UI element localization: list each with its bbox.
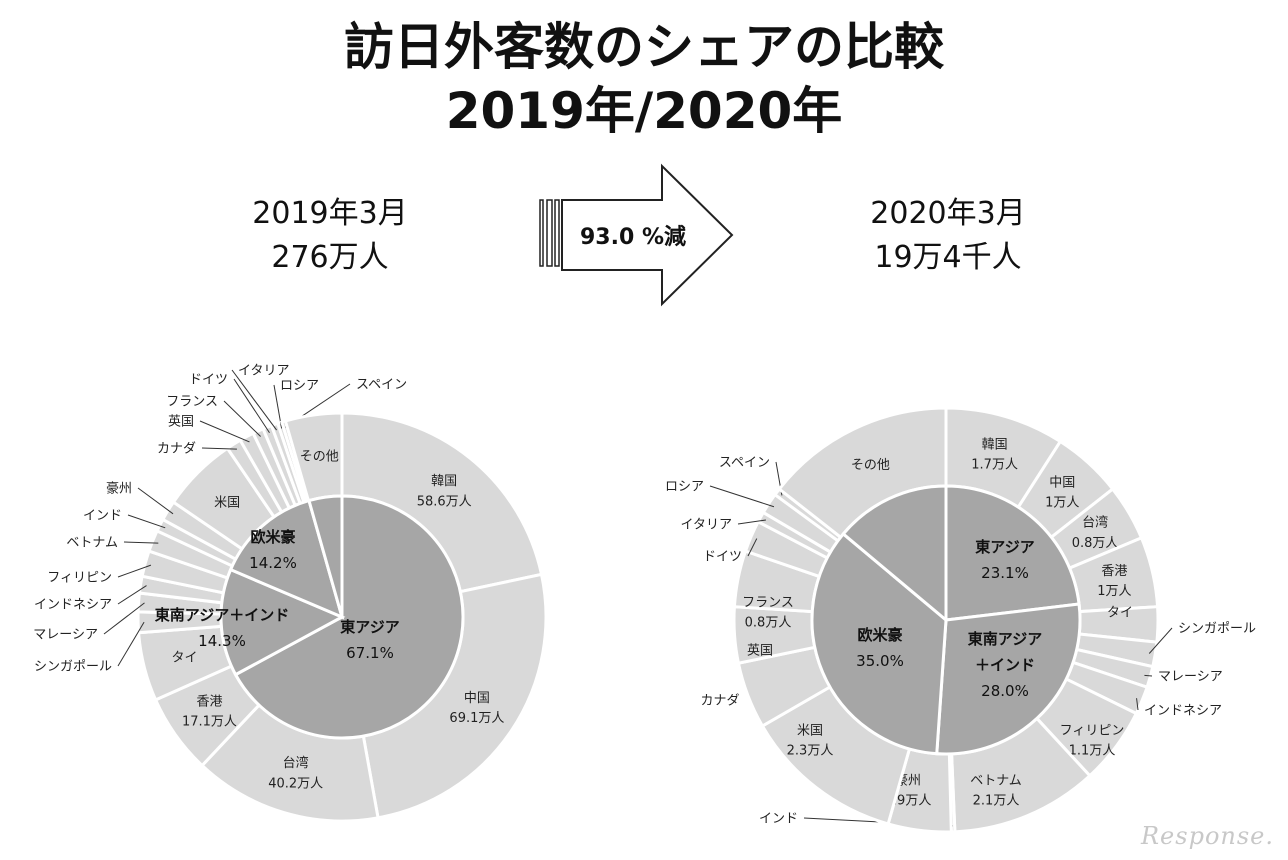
outer-label-シンガポール: シンガポール: [1178, 622, 1256, 637]
outer-label-韓国: 韓国 1.7万人: [971, 437, 1018, 472]
outer-label-フィリピン: フィリピン: [47, 571, 112, 586]
outer-label-インドネシア: インドネシア: [34, 598, 112, 613]
inner-slice-東南アジア-インド: [219, 567, 346, 677]
leader-line-英国: [199, 420, 250, 443]
arrow-stripe: [546, 199, 553, 267]
leader-line-マレーシア: [103, 602, 145, 635]
inner-label-東南アジア-インド: 東南アジア＋インド 14.3%: [155, 606, 289, 650]
outer-label-台湾: 台湾 0.8万人: [1072, 515, 1119, 551]
inner-label-東アジア: 東アジア 67.1%: [340, 618, 399, 662]
left-period: 2019年3月: [252, 196, 408, 231]
arrow-stripe: [539, 199, 544, 267]
outer-label-香港: 香港 17.1万人: [182, 694, 237, 729]
outer-label-英国: 英国: [747, 644, 773, 659]
leader-line-カナダ: [201, 447, 237, 450]
leader-line-ドイツ: [747, 538, 758, 557]
chart-title: 訪日外客数のシェアの比較: [344, 18, 944, 76]
inner-label-東南アジア--インド: 東南アジア＋インド 28.0%: [968, 630, 1042, 700]
arrow-stripe: [554, 199, 560, 267]
chart-subtitle: 2019年/2020年: [445, 82, 843, 140]
leader-line-フィリピン: [117, 564, 152, 578]
outer-label-インドネシア: インドネシア: [1144, 704, 1222, 719]
outer-label-英国: 英国: [168, 415, 194, 430]
outer-label-フランス: フランス: [166, 395, 218, 410]
outer-label-ドイツ: ドイツ: [703, 550, 742, 565]
inner-label-欧米豪: 欧米豪 14.2%: [249, 528, 297, 572]
leader-line-豪州: [137, 487, 174, 515]
inner-slice-その他: [841, 484, 948, 624]
leader-line-ベトナム: [123, 541, 159, 544]
outer-label-タイ: タイ: [1107, 606, 1133, 621]
outer-label-カナダ: カナダ: [700, 694, 739, 709]
right-summary: 2020年3月 19万4千人: [818, 192, 1078, 280]
left-summary: 2019年3月 276万人: [200, 192, 460, 280]
outer-label-ベトナム: ベトナム: [66, 536, 118, 551]
outer-label-その他: その他: [851, 458, 890, 473]
leader-line-ドイツ: [233, 378, 270, 434]
outer-label-ドイツ: ドイツ: [189, 373, 228, 388]
leader-line-イタリア: [231, 369, 278, 431]
outer-label-マレーシア: マレーシア: [33, 628, 98, 643]
leader-line-シンガポール: [1148, 627, 1173, 654]
outer-label-ロシア: ロシア: [280, 379, 319, 394]
inner-slice-その他: [307, 494, 344, 618]
inner-slice-東アジア: [233, 494, 465, 740]
outer-label-スペイン: スペイン: [356, 378, 407, 393]
arrow-body: [561, 163, 734, 307]
inner-slice-東南アジア--インド: [935, 602, 1082, 756]
leader-line-イタリア: [737, 519, 766, 525]
outer-label-ロシア: ロシア: [665, 480, 704, 495]
leader-line-ロシア: [709, 485, 775, 508]
outer-label-中国: 中国 1万人: [1045, 475, 1079, 510]
leader-line-マレーシア: [1144, 674, 1153, 677]
outer-label-香港: 香港 1万人: [1097, 564, 1131, 599]
outer-label-台湾: 台湾 40.2万人: [268, 755, 323, 791]
inner-slice-欧米豪: [228, 498, 345, 620]
response-logo: Response.: [1140, 822, 1274, 850]
outer-label-その他: その他: [300, 450, 339, 465]
leader-line-インドネシア: [117, 585, 147, 605]
outer-label-フランス: フランス 0.8万人: [742, 595, 794, 630]
outer-label-マレーシア: マレーシア: [1158, 670, 1223, 685]
left-total: 276万人: [271, 240, 389, 275]
inner-label-東アジア: 東アジア 23.1%: [975, 538, 1034, 582]
outer-label-スペイン: スペイン: [719, 456, 770, 471]
outer-label-韓国: 韓国 58.6万人: [417, 474, 472, 509]
right-period: 2020年3月: [870, 196, 1026, 231]
outer-label-ベトナム: ベトナム 2.1万人: [970, 773, 1022, 808]
leader-line-フランス: [223, 400, 261, 437]
outer-label-インド: インド: [759, 812, 798, 827]
outer-label-シンガポール: シンガポール: [34, 660, 112, 675]
leader-line-インドネシア: [1136, 698, 1139, 711]
decrease-arrow-icon: 93.0 %減: [539, 163, 734, 307]
outer-label-フィリピン: フィリピン 1.1万人: [1060, 723, 1125, 758]
outer-label-タイ: タイ: [171, 650, 197, 665]
outer-label-中国: 中国 69.1万人: [449, 691, 504, 726]
change-label: 93.0 %減: [580, 225, 686, 250]
inner-slice-東アジア: [944, 484, 1081, 622]
right-total: 19万4千人: [874, 240, 1022, 275]
outer-label-インド: インド: [83, 509, 122, 524]
inner-label-欧米豪: 欧米豪 35.0%: [856, 626, 904, 670]
inner-slice-欧米豪: [810, 531, 948, 756]
outer-label-豪州: 豪州: [106, 481, 132, 497]
outer-label-イタリア: イタリア: [681, 518, 732, 533]
outer-label-カナダ: カナダ: [157, 442, 196, 457]
outer-label-イタリア: イタリア: [238, 364, 289, 379]
outer-label-米国: 米国: [214, 496, 240, 511]
leader-line-インド: [127, 514, 166, 529]
outer-label-米国: 米国 2.3万人: [787, 723, 834, 758]
leader-line-シンガポール: [117, 621, 145, 667]
